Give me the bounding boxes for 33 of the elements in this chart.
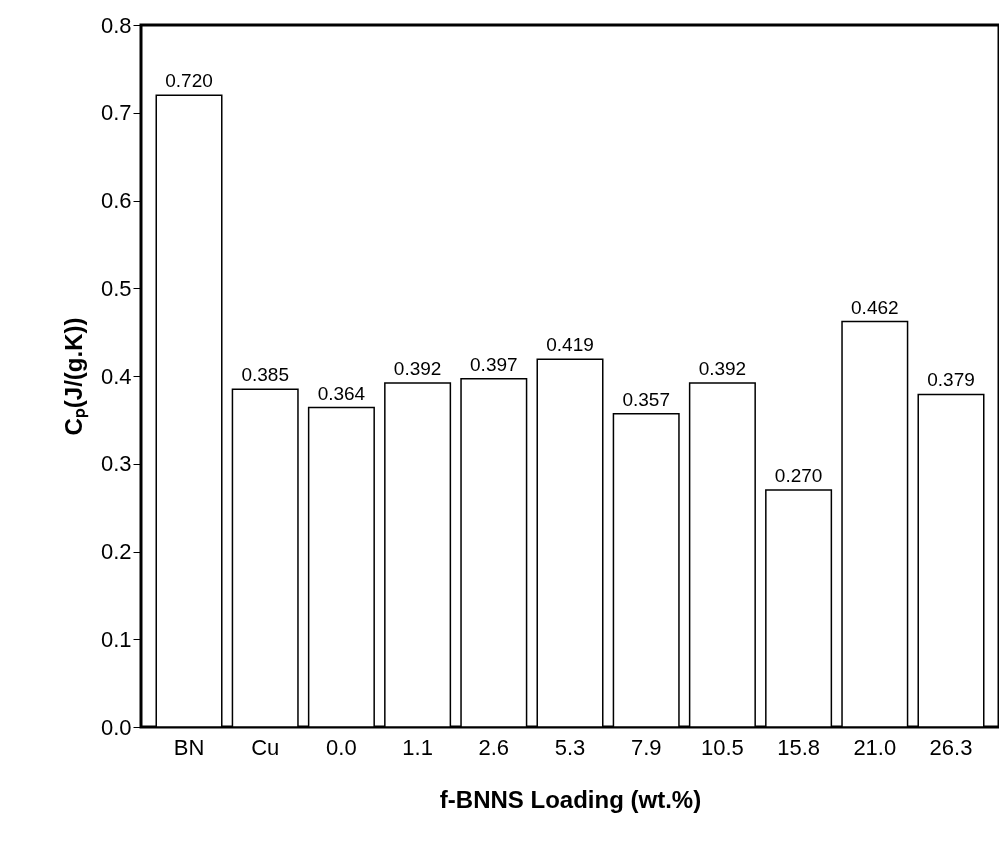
data-label: 0.419 — [546, 334, 594, 356]
data-label: 0.270 — [774, 465, 823, 487]
x-tick-label: 15.8 — [777, 734, 821, 760]
data-label: 0.392 — [393, 358, 442, 380]
data-label: 0.379 — [927, 369, 975, 391]
data-label: 0.385 — [241, 364, 289, 386]
x-axis-title: f-BNNS Loading (wt.%) — [439, 785, 702, 813]
x-tick-label: 0.0 — [326, 734, 357, 760]
x-tick-label: 7.9 — [630, 734, 662, 760]
y-tick-label: 0.3 — [100, 451, 132, 477]
data-label: 0.462 — [851, 296, 899, 318]
x-tick-label: 1.1 — [402, 734, 433, 760]
x-tick-label: 10.5 — [700, 734, 744, 760]
data-label: 0.720 — [165, 70, 213, 92]
data-label: 0.357 — [622, 388, 670, 410]
x-tick-label: 2.6 — [478, 734, 510, 760]
y-axis-title: Cₚ(J/(g.K)) — [59, 317, 89, 436]
y-tick-label: 0.1 — [100, 626, 132, 652]
y-tick-label: 0.5 — [100, 275, 132, 301]
y-tick-label: 0.6 — [100, 188, 132, 213]
x-tick-label: Cu — [251, 734, 280, 760]
x-tick-label: 5.3 — [554, 734, 586, 760]
x-tick-label: 21.0 — [853, 734, 897, 760]
y-tick-label: 0.0 — [100, 714, 132, 740]
data-label: 0.397 — [470, 353, 518, 375]
data-label: 0.364 — [317, 382, 366, 404]
y-tick-label: 0.4 — [100, 363, 132, 389]
y-tick-label: 0.7 — [100, 100, 132, 126]
data-label: 0.392 — [698, 358, 747, 380]
x-tick-label: 26.3 — [929, 734, 973, 760]
y-tick-label: 0.2 — [100, 539, 132, 564]
y-tick-label: 0.8 — [100, 12, 132, 38]
x-tick-label: BN — [173, 734, 205, 760]
